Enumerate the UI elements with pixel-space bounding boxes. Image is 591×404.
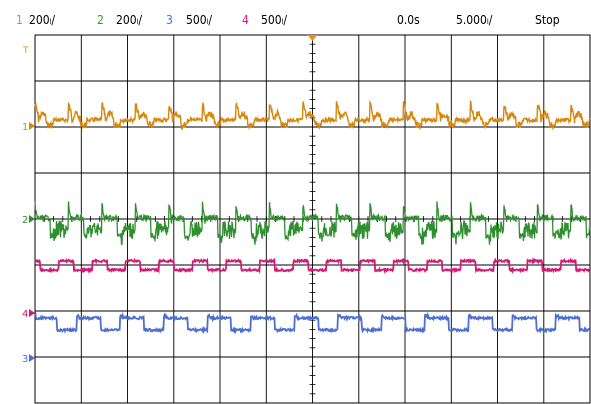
status-bar: 1 200ₗ/ 2 200ₗ/ 3 500ₗ/ 4 500ₗ/ 0.0s 5.0… xyxy=(0,0,591,30)
channel-markers[interactable]: 1 2 4 3 T xyxy=(22,35,318,365)
ch2-scale[interactable]: 200ₗ/ xyxy=(116,13,143,27)
time-scale[interactable]: 5.000ₗ/ xyxy=(456,13,493,27)
trigger-level-marker[interactable]: T xyxy=(22,46,29,56)
ch3-marker[interactable]: 3 xyxy=(22,354,28,365)
ch4-scale[interactable]: 500ₗ/ xyxy=(261,13,288,27)
trace-ch1 xyxy=(34,99,591,131)
ch4-number[interactable]: 4 xyxy=(242,13,249,27)
ch4-marker-arrow xyxy=(29,309,35,317)
ch1-marker-arrow xyxy=(29,122,35,130)
trace-ch3 xyxy=(34,311,591,335)
ch2-marker[interactable]: 2 xyxy=(22,215,28,226)
ch3-marker-arrow xyxy=(29,354,35,362)
ch1-scale[interactable]: 200ₗ/ xyxy=(29,13,56,27)
ch2-marker-arrow xyxy=(29,215,35,223)
time-offset[interactable]: 0.0s xyxy=(397,13,420,27)
ch3-scale[interactable]: 500ₗ/ xyxy=(186,13,213,27)
ch4-marker[interactable]: 4 xyxy=(22,309,28,320)
ch2-number[interactable]: 2 xyxy=(97,13,104,27)
ch3-number[interactable]: 3 xyxy=(166,13,173,27)
trace-ch2 xyxy=(34,201,591,246)
ch1-marker[interactable]: 1 xyxy=(22,122,28,133)
ch1-number[interactable]: 1 xyxy=(16,13,23,27)
trace-ch4 xyxy=(34,257,590,275)
trigger-position-icon xyxy=(307,35,318,41)
waveform-traces xyxy=(34,99,591,335)
run-state[interactable]: Stop xyxy=(535,13,560,27)
